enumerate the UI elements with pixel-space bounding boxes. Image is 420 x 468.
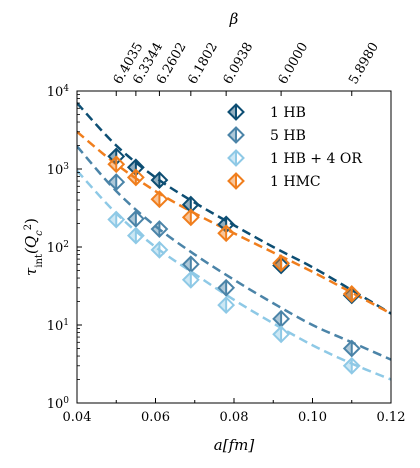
y-tick-base: 10 <box>47 163 64 178</box>
x-tick-label: 0.12 <box>377 410 406 425</box>
x-tick-label: 0.06 <box>141 410 170 425</box>
data-point <box>150 171 169 190</box>
data-point <box>150 240 169 259</box>
y-label-open: (Q <box>22 236 40 254</box>
y-tick-label: 104 <box>47 84 70 100</box>
y-axis-label: τint(Qc2) <box>22 218 45 276</box>
legend-label: 5 HB <box>270 128 306 144</box>
x-axis: 0.04 0.06 0.08 0.10 0.12 <box>63 398 406 425</box>
data-markers <box>107 147 361 375</box>
data-point <box>217 296 236 315</box>
y-label-sub2: c <box>34 230 45 236</box>
data-point <box>181 255 200 274</box>
top-tick-label: 6.0938 <box>221 40 257 87</box>
legend: 1 HB 5 HB 1 HB + 4 OR 1 HMC <box>227 103 362 190</box>
y-tick-base: 10 <box>47 241 64 256</box>
fit-curve <box>77 169 391 381</box>
y-label-close: ) <box>22 218 40 224</box>
y-tick-label: 100 <box>47 396 70 412</box>
data-point <box>126 226 145 245</box>
y-label-sub: int <box>34 254 45 268</box>
legend-marker <box>227 126 245 144</box>
data-point <box>107 210 126 229</box>
data-point <box>126 209 145 228</box>
data-point <box>217 224 236 243</box>
data-point <box>272 325 291 344</box>
data-point <box>342 339 361 358</box>
top-tick-label: 6.1802 <box>185 40 221 87</box>
y-tick-exponent: 4 <box>63 84 69 94</box>
x-axis-label: a[fm] <box>214 436 255 454</box>
y-label-tau: τ <box>22 267 40 276</box>
y-tick-exponent: 1 <box>63 318 69 328</box>
legend-label: 1 HB <box>270 105 306 121</box>
data-point <box>150 220 169 238</box>
data-point <box>181 208 200 227</box>
data-point <box>107 173 126 191</box>
data-point <box>181 270 200 289</box>
data-point <box>272 254 291 273</box>
y-tick-exponent: 2 <box>63 240 69 250</box>
legend-marker <box>227 149 245 167</box>
x-tick-label: 0.08 <box>220 410 249 425</box>
y-tick-exponent: 0 <box>63 396 69 406</box>
fit-curves <box>77 102 391 381</box>
data-point <box>342 356 361 375</box>
legend-marker <box>227 172 245 190</box>
y-label-sup: 2 <box>23 224 34 230</box>
top-tick-label: 5.8980 <box>346 40 382 87</box>
data-point <box>150 190 169 209</box>
y-tick-base: 10 <box>47 85 64 100</box>
legend-label: 1 HB + 4 OR <box>270 151 362 167</box>
data-point <box>342 285 361 303</box>
legend-marker <box>227 103 245 121</box>
y-tick-base: 10 <box>47 397 64 412</box>
legend-label: 1 HMC <box>270 174 321 190</box>
y-tick-exponent: 3 <box>63 162 69 172</box>
data-point <box>107 155 126 174</box>
data-point <box>217 278 236 297</box>
fit-curve <box>77 145 391 361</box>
y-tick-label: 102 <box>47 240 69 256</box>
top-tick-label: 6.0000 <box>276 40 312 87</box>
x-tick-label: 0.10 <box>298 410 327 425</box>
top-axis-label: β <box>229 10 239 28</box>
y-tick-base: 10 <box>47 319 64 334</box>
y-tick-label: 103 <box>47 162 70 178</box>
data-point <box>126 168 145 187</box>
x-tick-label: 0.04 <box>63 410 92 425</box>
y-tick-label: 101 <box>47 318 69 334</box>
